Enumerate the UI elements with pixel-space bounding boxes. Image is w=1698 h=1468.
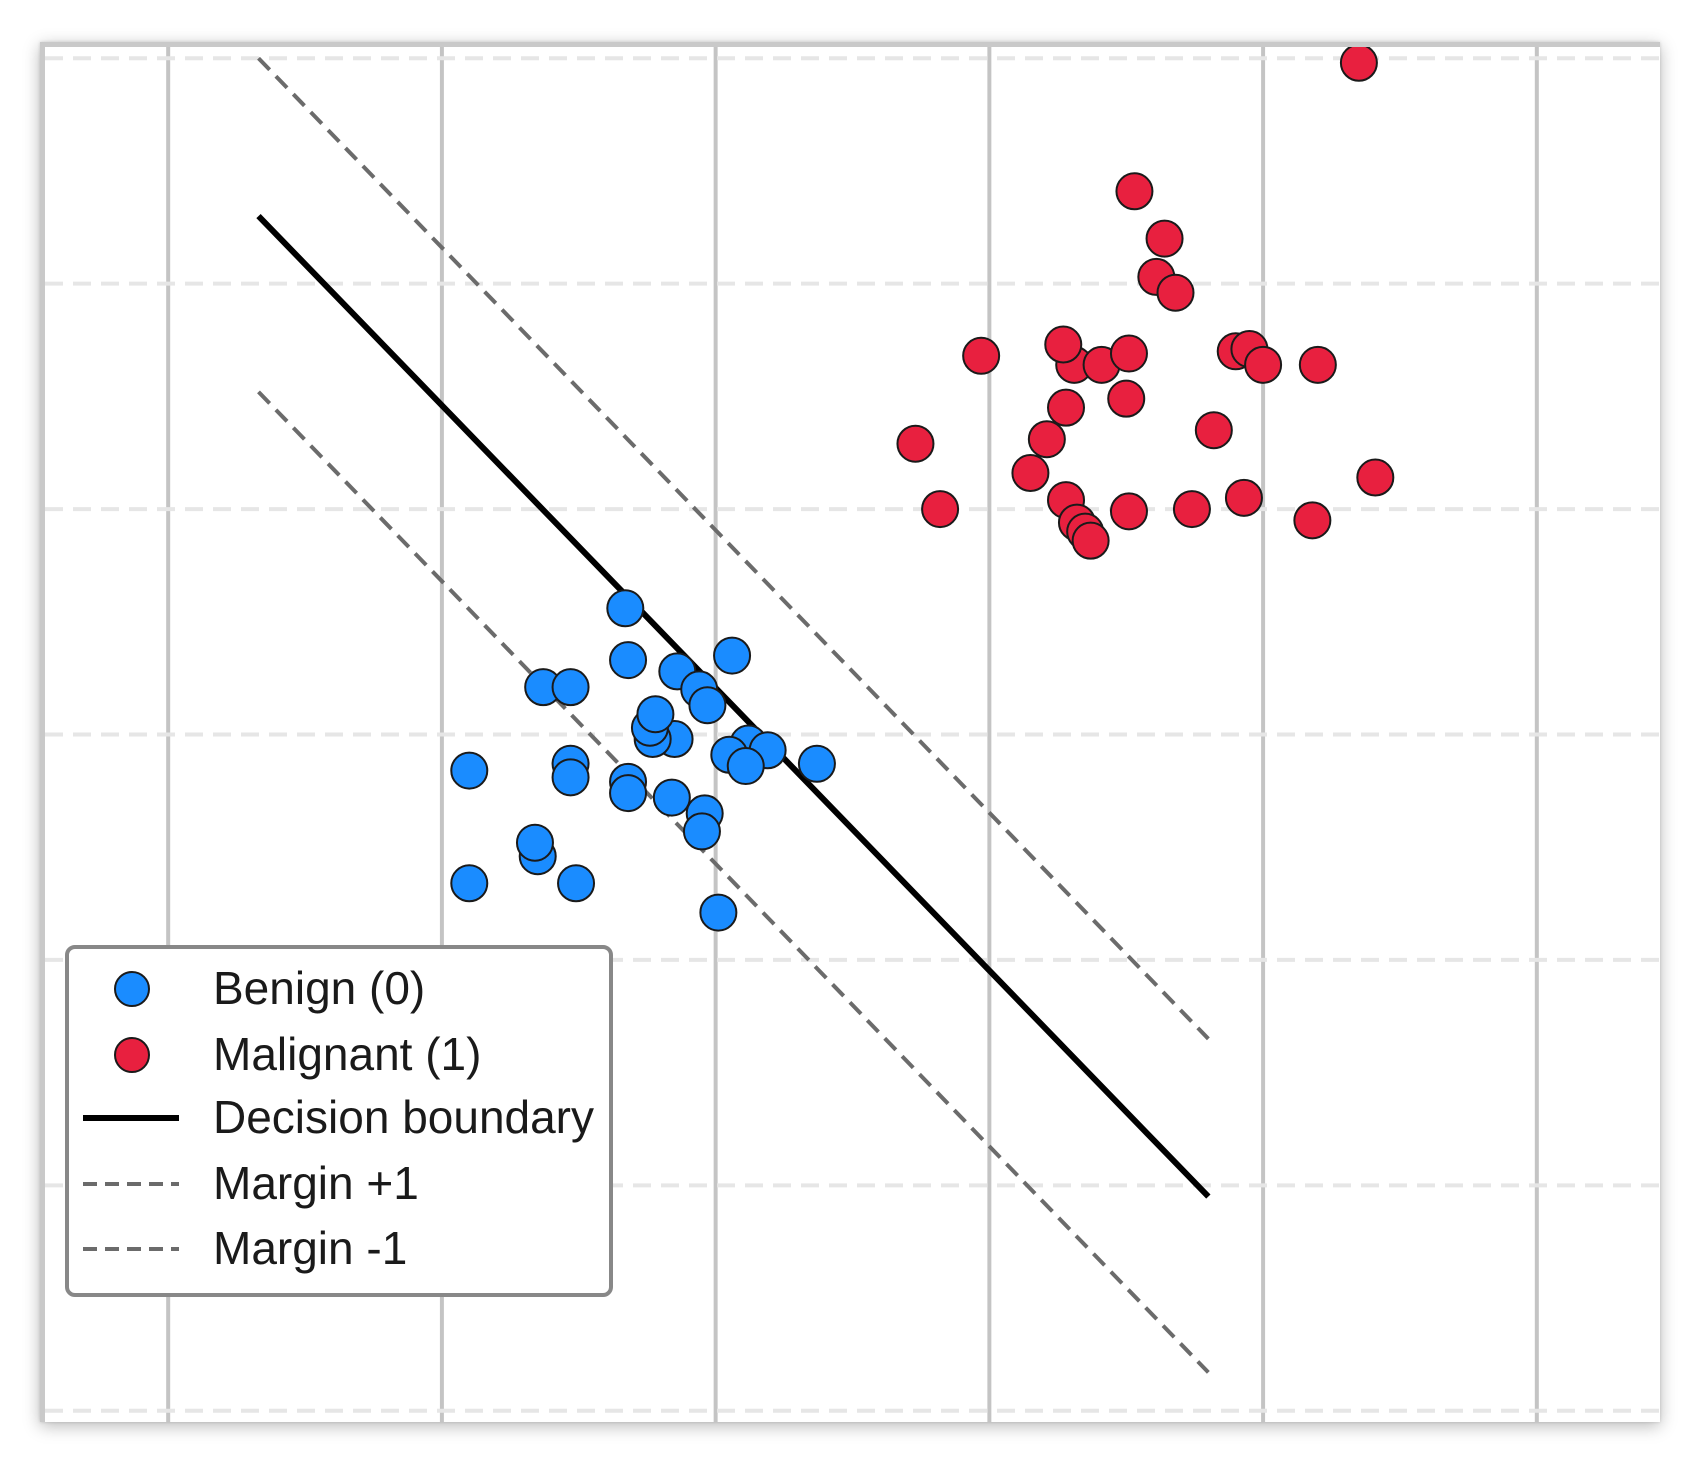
legend-label-malignant: Malignant (1) [213,1028,481,1080]
malignant-point [962,336,1001,375]
legend-label-margin-minus: Margin -1 [213,1222,407,1274]
benign-point [713,636,752,675]
benign-point [551,668,590,707]
malignant-point [1156,273,1195,312]
malignant-point [1109,334,1148,373]
benign-point [450,864,489,903]
malignant-point [1172,490,1211,529]
malignant-point [1107,379,1146,418]
malignant-point [1298,345,1337,384]
malignant-point [1293,501,1332,540]
margin-minus-line [257,390,1210,1374]
benign-point [450,751,489,790]
malignant-point [1044,325,1083,364]
benign-point [682,812,721,851]
benign-point [515,823,554,862]
legend-label-margin-plus: Margin +1 [213,1157,419,1209]
decision-boundary-line [256,213,1211,1199]
legend-marker-malignant [114,1037,150,1073]
malignant-point [921,490,960,529]
benign-point [797,744,836,783]
malignant-point [1071,521,1110,560]
legend-marker-benign [114,971,150,1007]
legend-box [65,945,613,1297]
malignant-point [1011,454,1050,493]
legend: Benign (0) Malignant (1) Decision bounda… [65,945,613,1297]
legend-label-boundary: Decision boundary [213,1091,594,1143]
malignant-point [896,424,935,463]
benign-point [609,774,648,813]
scatter-plot: Benign (0) Malignant (1) Decision bounda… [45,47,1660,1422]
malignant-point [1109,492,1148,531]
benign-point [609,641,648,680]
malignant-point [1224,478,1263,517]
malignant-point [1115,172,1154,211]
benign-point [557,864,596,903]
benign-point [551,758,590,797]
benign-point [606,589,645,628]
margin-plus-line [257,56,1210,1041]
benign-point [726,747,765,786]
malignant-point [1027,420,1066,459]
malignant-point [1356,458,1395,497]
benign-point [688,686,727,725]
benign-point [636,695,675,734]
benign-point [699,893,738,932]
grid [45,47,1660,1422]
svm-lines [256,56,1211,1374]
chart-card: Benign (0) Malignant (1) Decision bounda… [40,42,1660,1422]
benign-point [652,778,691,817]
data-points [450,47,1395,932]
malignant-point [1047,388,1086,427]
malignant-point [1244,345,1283,384]
malignant-point [1145,219,1184,258]
legend-label-benign: Benign (0) [213,962,425,1014]
malignant-point [1339,47,1378,82]
malignant-point [1194,411,1233,450]
